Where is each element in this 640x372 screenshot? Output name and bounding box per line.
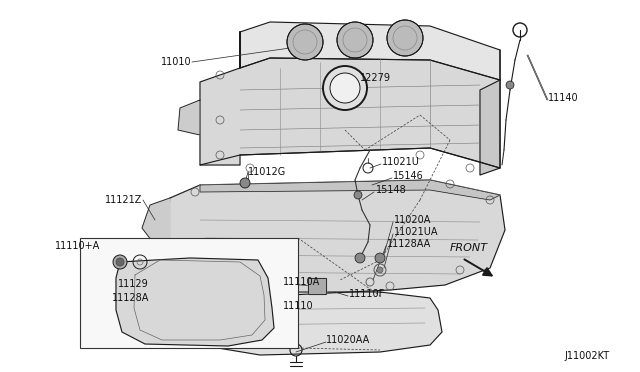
Text: 11021UA: 11021UA (394, 227, 438, 237)
Circle shape (330, 73, 360, 103)
Text: 11110: 11110 (283, 301, 314, 311)
Text: 11110A: 11110A (283, 277, 320, 287)
Text: 11020A: 11020A (394, 215, 431, 225)
Circle shape (113, 255, 127, 269)
Circle shape (355, 253, 365, 263)
Polygon shape (480, 50, 500, 175)
Text: 11129: 11129 (118, 279, 148, 289)
Circle shape (323, 66, 367, 110)
Polygon shape (116, 258, 274, 346)
Circle shape (337, 22, 373, 58)
Circle shape (387, 20, 423, 56)
Circle shape (377, 267, 383, 273)
Circle shape (375, 253, 385, 263)
Text: 11140: 11140 (548, 93, 579, 103)
Polygon shape (192, 292, 442, 355)
Circle shape (287, 24, 323, 60)
Text: J11002KT: J11002KT (565, 351, 610, 361)
Bar (80, 238, 298, 348)
Text: 15148: 15148 (376, 185, 407, 195)
Polygon shape (200, 32, 500, 168)
Text: 11128A: 11128A (112, 293, 149, 303)
Text: 11020AA: 11020AA (326, 335, 371, 345)
Text: 11110+A: 11110+A (55, 241, 100, 251)
Circle shape (116, 258, 124, 266)
Text: 11012G: 11012G (248, 167, 286, 177)
Circle shape (240, 178, 250, 188)
Text: 11021U: 11021U (382, 157, 420, 167)
Polygon shape (240, 22, 500, 80)
Text: 12279: 12279 (360, 73, 391, 83)
Text: 11010: 11010 (161, 57, 192, 67)
Text: 11128AA: 11128AA (387, 239, 431, 249)
Circle shape (354, 191, 362, 199)
Polygon shape (200, 180, 500, 200)
Polygon shape (165, 180, 505, 295)
Text: 15146: 15146 (393, 171, 424, 181)
Text: FRONT: FRONT (450, 243, 488, 253)
Bar (308, 278, 326, 294)
Text: 11110F: 11110F (349, 289, 385, 299)
Polygon shape (142, 198, 170, 245)
Polygon shape (178, 100, 200, 135)
Bar (308, 278, 326, 294)
Text: 11121Z: 11121Z (104, 195, 142, 205)
Circle shape (506, 81, 514, 89)
